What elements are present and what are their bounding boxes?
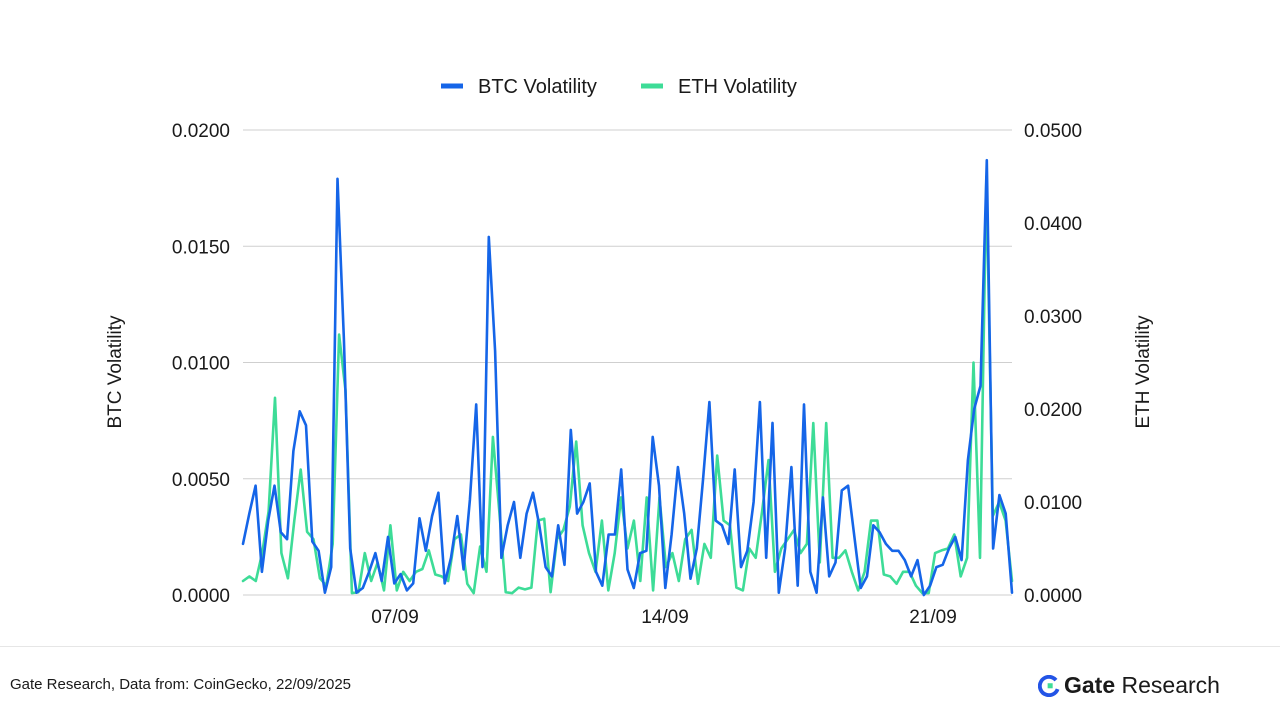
y-left-tick-label: 0.0150 [172,237,230,258]
brand: Gate Research [1038,672,1220,699]
y-right-tick-label: 0.0100 [1024,493,1082,514]
y-right-tick-label: 0.0200 [1024,400,1082,421]
gate-logo-icon [1038,674,1060,697]
y-left-tick-label: 0.0000 [172,586,230,607]
eth-volatility-line [241,175,1014,595]
legend-label: ETH Volatility [678,76,797,98]
brand-name-bold: Gate [1064,672,1116,698]
y-right-axis-title: ETH Volatility [1133,315,1154,428]
y-right-tick-label: 0.0300 [1024,307,1082,328]
footer-divider [0,646,1280,647]
y-left-tick-label: 0.0050 [172,470,230,491]
y-left-axis-title: BTC Volatility [105,315,126,428]
y-left-tick-label: 0.0100 [172,354,230,375]
btc-volatility-line [241,158,1014,597]
volatility-chart: 0.0000 0.0050 0.0100 0.0150 0.0200 0.0000 0.01… [105,76,1154,628]
legend-label: BTC Volatility [478,76,597,98]
y-right-tick-label: 0.0000 [1024,586,1082,607]
brand-name: Gate Research [1064,672,1220,699]
source-note: Gate Research, Data from: CoinGecko, 22/… [10,676,352,693]
y-right-tick-label: 0.0400 [1024,214,1082,235]
y-right-tick-label: 0.0500 [1024,121,1082,142]
x-tick-label: 14/09 [641,607,689,628]
y-left-tick-label: 0.0200 [172,121,230,142]
x-tick-label: 07/09 [371,607,419,628]
x-tick-label: 21/09 [909,607,957,628]
brand-name-rest: Research [1115,672,1220,698]
